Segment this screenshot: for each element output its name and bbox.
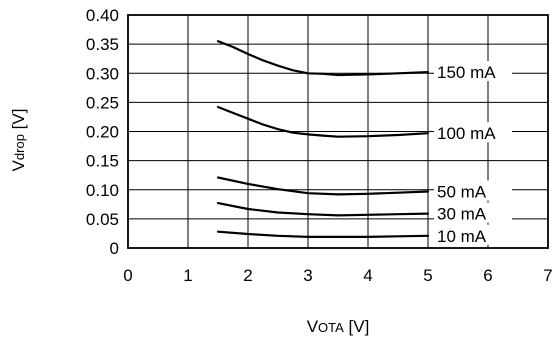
y-tick-label: 0.35 [86, 35, 119, 54]
x-tick-label: 7 [543, 266, 552, 285]
series-line-10-ma [216, 230, 430, 238]
data-series [216, 40, 430, 238]
series-label-bg [434, 180, 512, 201]
series-line-50-ma [216, 176, 430, 196]
x-axis-label: VOTA [V] [307, 317, 370, 336]
y-tick-label: 0.05 [86, 210, 119, 229]
y-tick-label: 0.15 [86, 152, 119, 171]
x-tick-label: 4 [363, 266, 372, 285]
series-label: 10 mA [437, 227, 487, 246]
series-label-bg [434, 61, 512, 82]
y-axis-label: Vdrop [V] [9, 109, 28, 172]
series-label-bg [434, 224, 512, 245]
series-line-150-ma [216, 40, 430, 77]
y-tick-label: 0.40 [86, 6, 119, 25]
x-tick-label: 1 [183, 266, 192, 285]
series-label-bg [434, 202, 512, 223]
y-tick-label: 0.20 [86, 123, 119, 142]
x-tick-label: 6 [483, 266, 492, 285]
x-tick-label: 5 [423, 266, 432, 285]
series-line-100-ma [216, 105, 430, 138]
x-tick-label: 2 [243, 266, 252, 285]
series-labels: 150 mA 100 mA 50 mA 30 mA 10 mA [434, 61, 512, 246]
series-label: 100 mA [437, 124, 496, 143]
x-tick-labels: 0 1 2 3 4 5 6 7 [123, 266, 552, 285]
y-tick-label: 0.25 [86, 93, 119, 112]
series-label: 150 mA [437, 63, 496, 82]
series-label: 50 mA [437, 182, 487, 201]
y-tick-label: 0.10 [86, 181, 119, 200]
series-label-bg [434, 122, 512, 143]
y-tick-label: 0.30 [86, 64, 119, 83]
series-label: 30 mA [437, 205, 487, 224]
x-tick-label: 0 [123, 266, 132, 285]
plot-frame [127, 14, 549, 249]
y-tick-label: 0 [110, 239, 119, 258]
y-tick-labels: 0 0.05 0.10 0.15 0.20 0.25 0.30 0.35 0.40 [86, 6, 119, 258]
x-tick-label: 3 [303, 266, 312, 285]
series-line-30-ma [216, 202, 430, 217]
